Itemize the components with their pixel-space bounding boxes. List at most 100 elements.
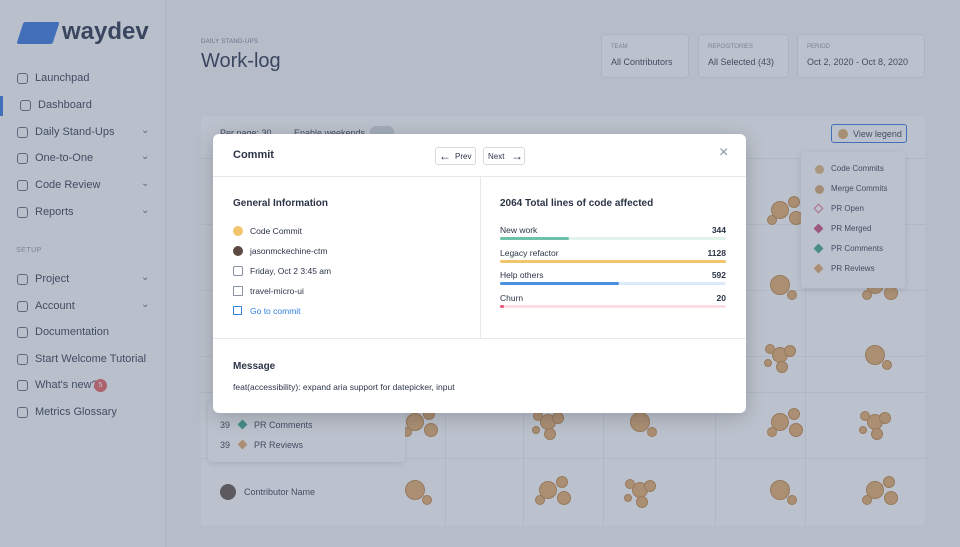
- nav-icon: [17, 274, 28, 285]
- lines-heading: 2064 Total lines of code affected: [500, 198, 653, 209]
- link-icon: [233, 306, 242, 315]
- nav-icon: [17, 73, 28, 84]
- bubble: [405, 480, 425, 500]
- next-arrow: →: [511, 149, 523, 163]
- bar-track: [500, 305, 726, 309]
- bubble: [532, 426, 540, 434]
- prev-button[interactable]: ← Prev: [435, 147, 476, 165]
- bubble: [557, 491, 571, 505]
- bubble: [787, 495, 797, 505]
- bar: [500, 282, 619, 286]
- info-icon: [233, 226, 243, 236]
- close-button[interactable]: ×: [719, 144, 729, 161]
- info-icon: [233, 246, 243, 256]
- line-value: 1128: [707, 247, 726, 258]
- filter[interactable]: TEAM All Contributors: [601, 34, 689, 78]
- bubble: [882, 360, 892, 370]
- chevron: ⌄: [141, 151, 150, 163]
- legend-button-label: View legend: [853, 129, 902, 139]
- bubble: [424, 423, 438, 437]
- filter[interactable]: REPOSITORIES All Selected (43): [698, 34, 789, 78]
- nav-icon: [17, 180, 28, 192]
- nav-label: Metrics Glossary: [35, 406, 117, 418]
- bubble: [789, 423, 803, 437]
- bubble: [422, 495, 432, 505]
- legend-label: PR Reviews: [831, 264, 875, 273]
- nav-icon: [20, 99, 31, 111]
- next-label: Next: [488, 152, 505, 161]
- nav-icon: [17, 407, 28, 418]
- chevron: ⌄: [141, 298, 150, 310]
- prev-arrow: ←: [439, 149, 451, 163]
- info-text: Friday, Oct 2 3:45 am: [250, 266, 332, 276]
- nav-icon: [17, 300, 28, 312]
- bubble: [866, 481, 884, 499]
- commit-link[interactable]: Go to commit: [250, 306, 301, 316]
- section-heading: General Information: [233, 198, 329, 209]
- nav-label: Documentation: [35, 326, 109, 339]
- nav-icon: [17, 327, 28, 339]
- line-value: 20: [716, 293, 726, 304]
- nav-item[interactable]: Metrics Glossary: [0, 403, 166, 423]
- filter[interactable]: PERIOD Oct 2, 2020 - Oct 8, 2020: [797, 34, 925, 78]
- nav-item[interactable]: Launchpad: [0, 69, 166, 89]
- bar: [500, 305, 504, 309]
- bubble: [771, 413, 789, 431]
- divider: [213, 176, 746, 177]
- bubble: [770, 275, 790, 295]
- modal-title: Commit: [233, 149, 274, 161]
- bubble: [879, 412, 891, 424]
- nav-label: Start Welcome Tutorial: [35, 352, 147, 365]
- tooltip-count: 39: [220, 420, 231, 430]
- bubble: [625, 479, 635, 489]
- section-label: SETUP: [16, 247, 42, 254]
- info-icon: [233, 286, 243, 296]
- prev-label: Prev: [455, 152, 472, 161]
- filter-label: REPOSITORIES: [708, 44, 753, 50]
- next-button[interactable]: Next →: [483, 147, 525, 165]
- bubble: [776, 361, 788, 373]
- nav-item[interactable]: Dashboard: [0, 95, 166, 116]
- chevron: ⌄: [141, 178, 150, 190]
- bubble: [556, 476, 568, 488]
- legend-label: Merge Commits: [831, 184, 888, 193]
- nav-icon: [17, 380, 28, 392]
- bubble: [862, 495, 872, 505]
- logo: waydev: [62, 18, 149, 45]
- line-label: Legacy refactor: [500, 247, 559, 258]
- bubble: [884, 491, 898, 505]
- filter-label: TEAM: [611, 44, 628, 50]
- info-text: travel-micro-ui: [250, 286, 304, 296]
- per-page: Per page: 30: [220, 128, 272, 138]
- lines-total: 2064: [500, 198, 523, 209]
- bubble: [636, 496, 648, 508]
- info-text: Code Commit: [250, 226, 302, 236]
- bubble: [644, 480, 656, 492]
- legend-button[interactable]: View legend: [831, 124, 907, 143]
- nav-item[interactable]: Project ⌄: [0, 270, 166, 290]
- filter-value: Oct 2, 2020 - Oct 8, 2020: [807, 57, 909, 67]
- bubble: [764, 359, 772, 367]
- filter-value: All Selected (43): [708, 57, 775, 67]
- bubble: [624, 494, 632, 502]
- bar: [500, 259, 726, 263]
- nav-item[interactable]: Account ⌄: [0, 297, 166, 317]
- nav-label: One-to-One: [35, 152, 94, 165]
- nav-label: Account: [35, 299, 75, 312]
- line-label: Churn: [500, 293, 524, 304]
- nav-item[interactable]: Daily Stand-Ups ⌄: [0, 123, 166, 143]
- nav-label: Daily Stand-Ups: [35, 125, 115, 138]
- nav-item[interactable]: Documentation: [0, 323, 166, 343]
- bubble: [765, 344, 775, 354]
- nav-label: Project: [35, 273, 70, 285]
- nav-item[interactable]: Start Welcome Tutorial: [0, 350, 166, 370]
- nav-item[interactable]: One-to-One ⌄: [0, 149, 166, 169]
- bubble: [788, 408, 800, 420]
- nav-item[interactable]: What's new?: [0, 376, 166, 396]
- nav-icon: [17, 153, 28, 165]
- nav-label: Dashboard: [38, 98, 92, 111]
- nav-icon: [17, 353, 28, 365]
- nav-item[interactable]: Code Review ⌄: [0, 176, 166, 196]
- nav-item[interactable]: Reports ⌄: [0, 203, 166, 223]
- bubble: [406, 413, 424, 431]
